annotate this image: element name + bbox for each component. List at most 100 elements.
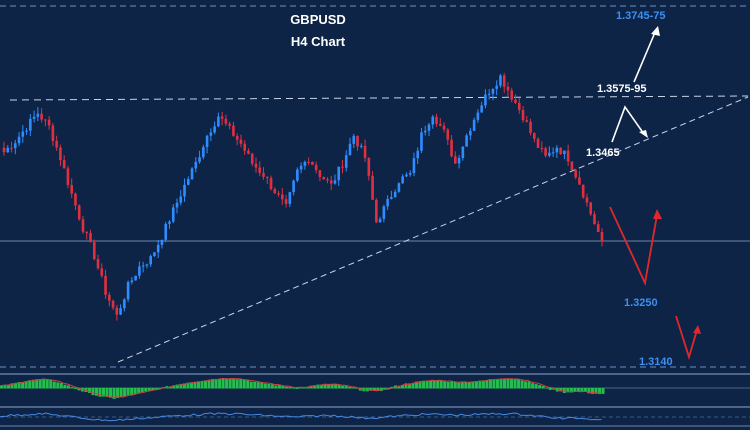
candle (277, 190, 280, 197)
candle (344, 150, 348, 172)
candle (367, 157, 371, 181)
candle-body (74, 193, 77, 206)
candle-body (382, 206, 386, 219)
candle-body (499, 75, 502, 86)
histogram-bar (270, 384, 274, 389)
candle-body (265, 176, 269, 178)
histogram-bar (580, 388, 584, 393)
candle (81, 215, 85, 234)
histogram-bar (517, 379, 521, 389)
candle (141, 261, 145, 273)
histogram-bar (263, 383, 267, 389)
histogram-bar (467, 382, 471, 389)
histogram-bar (432, 380, 436, 389)
histogram-bar (31, 379, 35, 389)
candle-body (250, 153, 254, 164)
histogram-bar (242, 379, 246, 389)
candle (544, 146, 547, 158)
histogram-bar (298, 387, 302, 389)
candle-body (130, 280, 134, 283)
candle-body (495, 85, 498, 89)
candle-body (438, 123, 442, 126)
candle (359, 143, 363, 149)
histogram-bar (327, 384, 331, 389)
candle (6, 145, 10, 154)
oscillator-line (0, 412, 602, 422)
candle (194, 157, 198, 173)
candle-body (307, 161, 310, 163)
candle-body (232, 125, 235, 136)
candle (303, 160, 307, 170)
histogram-bar (376, 388, 380, 392)
candle-body (461, 146, 465, 158)
histogram-bar (218, 378, 222, 389)
histogram-bar (77, 388, 81, 391)
histogram-bar (91, 388, 95, 396)
histogram-bar (147, 388, 151, 391)
candle (70, 178, 73, 198)
candle-body (13, 143, 17, 149)
candle-body (119, 308, 122, 315)
candle-body (559, 147, 562, 155)
histogram-bar (460, 382, 464, 389)
candle-body (96, 259, 100, 269)
candle-body (397, 183, 401, 192)
candle-body (491, 88, 495, 94)
candle-body (585, 197, 589, 203)
candle-body (333, 180, 337, 184)
candle (348, 137, 352, 156)
candle (232, 121, 235, 137)
candle (138, 261, 141, 279)
candle (525, 115, 529, 123)
histogram-bar (559, 388, 563, 392)
histogram-bar (594, 388, 598, 394)
rising-trendline (117, 96, 749, 363)
candle (134, 275, 137, 281)
candle (175, 198, 179, 214)
candle (77, 204, 81, 221)
histogram-bar (66, 385, 70, 389)
candle-body (533, 132, 536, 139)
histogram-bar (28, 380, 32, 389)
candle-body (296, 169, 299, 181)
candle (32, 110, 36, 123)
candle-body (502, 75, 506, 87)
histogram-bar (235, 379, 239, 389)
candle-body (393, 191, 397, 198)
candle (472, 117, 476, 132)
histogram-bar (182, 383, 186, 389)
candle-body (517, 102, 521, 110)
candle (390, 190, 393, 200)
candle-body (59, 147, 62, 161)
histogram-bar (140, 388, 144, 393)
candle (548, 146, 551, 158)
candle-body (318, 170, 322, 178)
candle (341, 160, 344, 174)
candle-body (228, 123, 231, 126)
histogram-bar (144, 388, 148, 392)
candle (296, 167, 299, 183)
histogram-bar (583, 388, 587, 392)
candle (578, 170, 581, 185)
candle-body (337, 166, 341, 181)
candle (51, 122, 55, 147)
histogram-bar (228, 378, 232, 389)
candle (13, 139, 17, 155)
candle (600, 228, 604, 247)
histogram-bar (59, 383, 63, 389)
candle (179, 190, 183, 206)
histogram-bar (320, 384, 324, 389)
candle (258, 161, 262, 176)
candle-body (2, 147, 6, 153)
candle (311, 161, 314, 165)
histogram-bar (221, 378, 225, 389)
candle (465, 133, 468, 147)
histogram-bar (246, 380, 250, 389)
candle-body (62, 160, 66, 169)
white-projection-arrows (611, 26, 660, 143)
candle-body (205, 135, 209, 148)
candle-body (359, 145, 363, 147)
candle (555, 145, 559, 158)
candle-body (322, 177, 325, 180)
histogram-bar (112, 388, 116, 399)
